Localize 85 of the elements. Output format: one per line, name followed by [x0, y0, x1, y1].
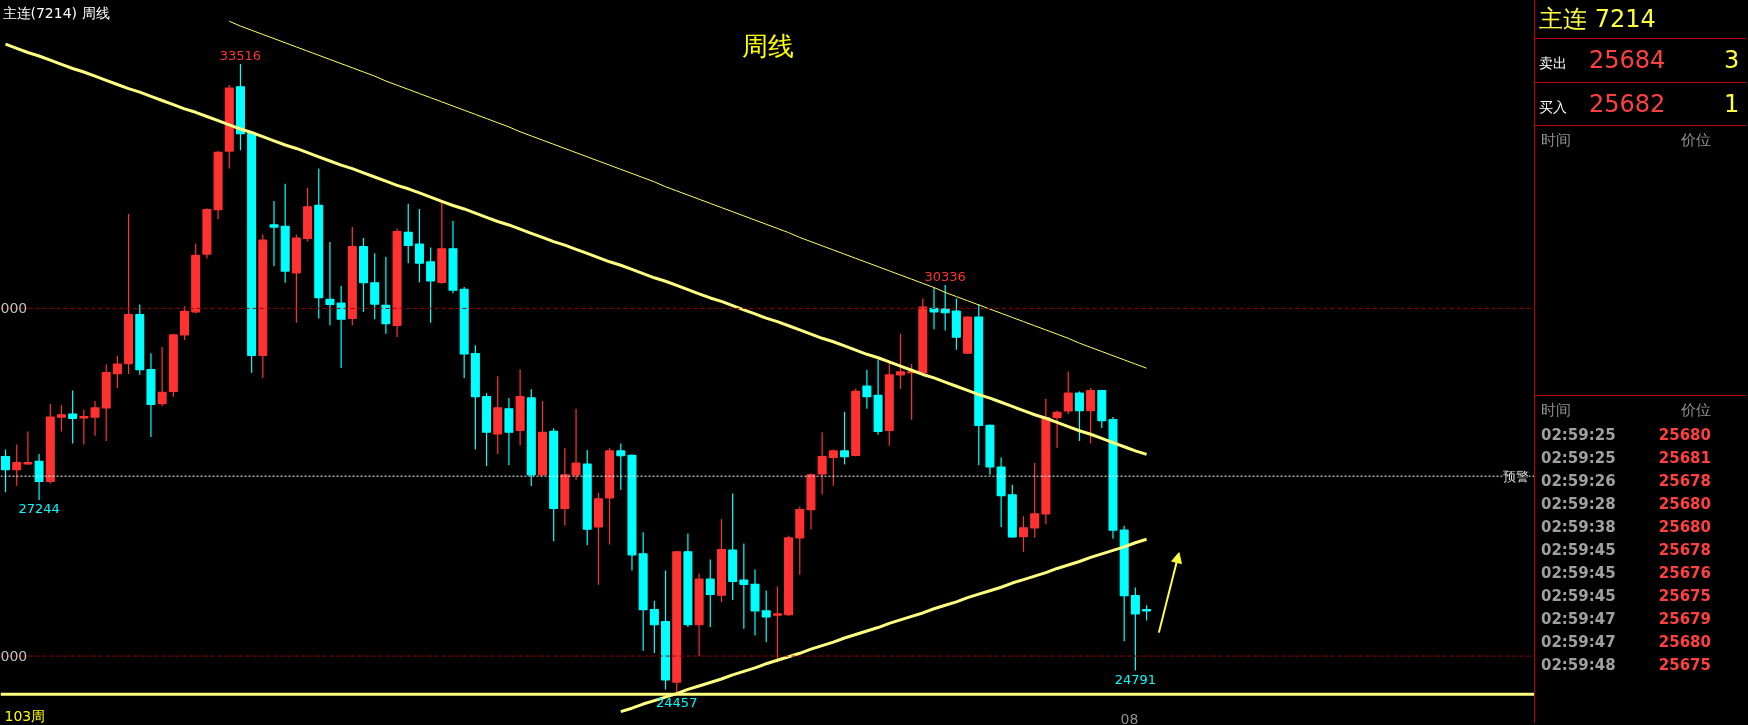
- candlestick: [705, 559, 715, 628]
- candlestick: [1018, 515, 1029, 553]
- ref-line-label: 预警: [1502, 468, 1529, 484]
- candlestick: [370, 252, 380, 320]
- text: 买入: [1539, 97, 1568, 117]
- candlestick: [571, 408, 581, 481]
- candlestick: [403, 203, 413, 264]
- candlestick: [1, 449, 11, 493]
- chart-title: 周线: [741, 30, 794, 61]
- text: 02:59:47: [1541, 609, 1617, 631]
- candlestick: [817, 431, 827, 495]
- candlestick: [739, 542, 749, 630]
- annotation: 30336: [924, 269, 966, 285]
- text: 25680: [1657, 632, 1711, 654]
- candlestick: [426, 246, 436, 324]
- text: 02:59:47: [1541, 632, 1617, 654]
- candlestick: [381, 256, 391, 335]
- candlestick: [862, 369, 872, 410]
- candlestick: [1074, 390, 1084, 442]
- candlestick: [180, 305, 190, 341]
- text: 主连 7214: [1535, 0, 1746, 40]
- annotation: 000: [0, 648, 28, 665]
- annotation: 000: [0, 300, 28, 317]
- candlestick: [12, 443, 22, 487]
- annotation: 33516: [219, 47, 262, 63]
- candlestick: [1052, 409, 1062, 449]
- text: 主连(7214) 周线: [2, 4, 110, 21]
- annotation: 27244: [18, 501, 60, 517]
- candlestick: [1086, 387, 1096, 445]
- candlestick: [1030, 462, 1040, 539]
- candlestick: [649, 600, 659, 654]
- candlestick: [761, 589, 771, 643]
- annotation: 24791: [1114, 671, 1157, 687]
- candlestick: [840, 411, 850, 466]
- candlestick: [23, 430, 33, 466]
- text: 08: [1120, 710, 1139, 725]
- candlestick: [157, 346, 167, 407]
- candlestick: [56, 404, 66, 432]
- candlestick: [68, 389, 78, 445]
- text: 3: [1724, 45, 1741, 77]
- text: 价位: [1680, 129, 1711, 151]
- text: 25679: [1657, 609, 1711, 631]
- text: 25675: [1657, 586, 1711, 608]
- text: 02:59:48: [1541, 655, 1617, 677]
- text: 02:59:38: [1541, 517, 1617, 539]
- candlestick: [79, 409, 89, 445]
- text: 1: [1724, 88, 1741, 120]
- candlestick: [112, 355, 122, 389]
- candlestick: [1063, 370, 1073, 415]
- text: 时间: [1541, 399, 1572, 421]
- text: 卖出: [1539, 54, 1568, 74]
- candlestick: [772, 585, 782, 664]
- candlestick: [325, 241, 335, 326]
- text: 02:59:28: [1541, 494, 1617, 516]
- text: 02:59:25: [1541, 448, 1617, 470]
- annotation: 24457: [656, 694, 698, 710]
- text: 25675: [1657, 655, 1711, 677]
- candlestick: [895, 333, 905, 390]
- text: 02:59:26: [1541, 471, 1617, 493]
- text: 02:59:25: [1541, 425, 1617, 447]
- text: 25678: [1657, 471, 1711, 493]
- candlestick: [1130, 586, 1140, 672]
- text: 25678: [1657, 540, 1711, 562]
- candlestick: [504, 397, 514, 466]
- candlestick: [269, 200, 279, 267]
- candlestick: [828, 449, 838, 487]
- text: 25682: [1589, 88, 1667, 120]
- candlestick: [616, 442, 626, 491]
- text: 25680: [1657, 425, 1711, 447]
- text: 25676: [1657, 563, 1711, 585]
- text: 时间: [1541, 129, 1572, 151]
- candlestick: [414, 208, 424, 283]
- candlestick: [90, 400, 100, 437]
- candlestick: [929, 287, 939, 330]
- candlestick: [34, 453, 44, 501]
- text: 02:59:45: [1541, 586, 1617, 608]
- text: 25684: [1589, 45, 1667, 77]
- candlestick: [336, 285, 346, 369]
- text: 价位: [1680, 399, 1711, 421]
- text: 25680: [1657, 494, 1711, 516]
- text: 02:59:45: [1541, 540, 1617, 562]
- text: 02:59:45: [1541, 563, 1617, 585]
- text: 25681: [1657, 448, 1711, 470]
- text: 103周: [4, 707, 46, 724]
- text: 25680: [1657, 517, 1711, 539]
